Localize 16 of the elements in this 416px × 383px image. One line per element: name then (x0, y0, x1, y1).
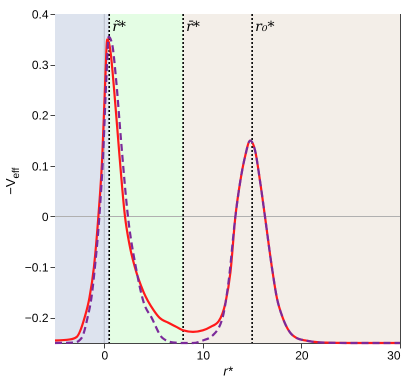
x-tick-label: 10 (196, 348, 210, 362)
y-tick-label: 0 (42, 210, 49, 224)
ref-line-label: r₀* (255, 19, 274, 35)
ref-line-label: r̄* (186, 19, 200, 35)
y-tick-label: 0.2 (32, 108, 49, 123)
y-tick-label: −0.1 (24, 260, 49, 275)
y-tick-label: 0.1 (32, 159, 49, 174)
ref-line-label: r̃* (112, 19, 126, 35)
x-tick-label: 20 (295, 348, 309, 362)
x-axis-title: r* (223, 364, 234, 378)
x-tick-label: 0 (101, 348, 108, 362)
y-tick-label: −0.2 (24, 311, 49, 326)
y-tick-label: 0.3 (32, 58, 49, 72)
y-axis-title: −Veff (3, 167, 22, 195)
y-tick-label: 0.4 (32, 8, 49, 22)
x-tick-label: 30 (387, 348, 401, 362)
